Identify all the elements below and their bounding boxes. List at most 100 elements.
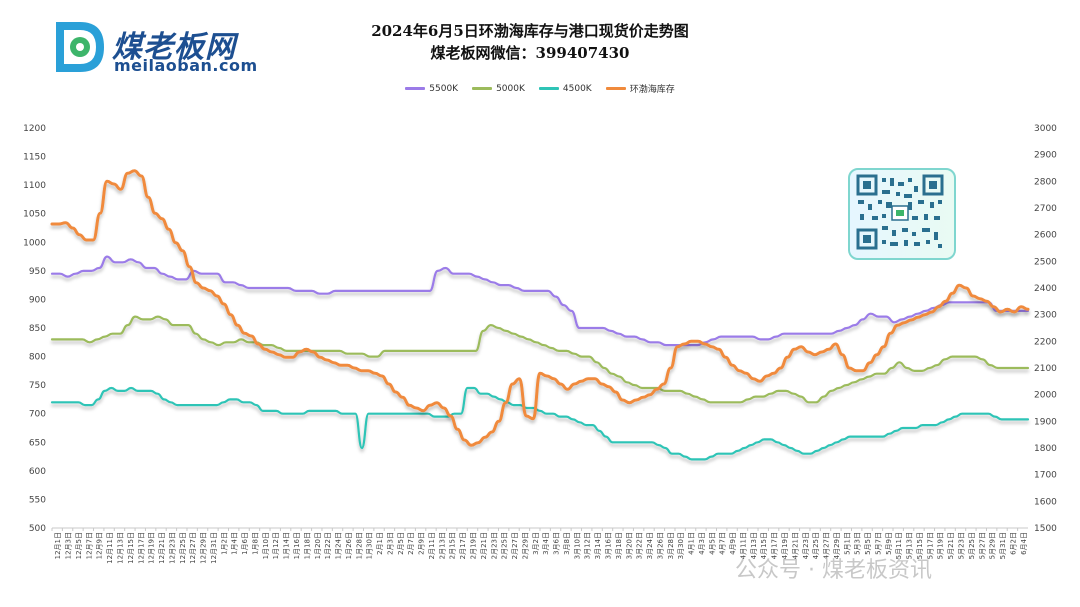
x-axis-tick-label: 5月11日 (895, 532, 903, 559)
x-axis-tick-label: 4月13日 (750, 532, 758, 559)
x-axis-tick-label: 1月16日 (293, 532, 301, 559)
x-axis-tick-label: 4月19日 (781, 532, 789, 559)
x-axis-tick-label: 2月23日 (490, 532, 498, 559)
legend-swatch (538, 87, 559, 90)
x-axis-tick-label: 5月17日 (926, 532, 934, 559)
x-axis-tick-label: 12月25日 (179, 532, 187, 564)
x-axis-tick-label: 2月11日 (428, 532, 436, 559)
legend-item: 环渤海库存 (605, 82, 675, 95)
right-axis-tick-label: 2100 (1034, 364, 1057, 374)
series-line-inventory (50, 169, 1030, 447)
x-axis-tick-label: 12月31日 (210, 532, 218, 564)
right-axis-tick-label: 2000 (1034, 391, 1057, 401)
x-axis-tick-label: 4月17日 (771, 532, 779, 559)
x-axis-tick-label: 12月29日 (200, 532, 208, 564)
x-axis-tick-label: 3月28日 (667, 532, 675, 559)
legend-item: 5000K (472, 82, 525, 95)
x-axis-tick-label: 1月30日 (366, 532, 374, 559)
right-axis-tick-label: 1500 (1034, 524, 1057, 534)
x-axis-tick-label: 2月1日 (376, 532, 384, 555)
x-axis-tick-label: 3月20日 (625, 532, 633, 559)
x-axis-tick-label: 4月27日 (823, 532, 831, 559)
right-axis-tick-label: 2300 (1034, 311, 1057, 321)
left-axis-tick-label: 1000 (23, 238, 46, 248)
x-axis-tick-label: 4月21日 (791, 532, 799, 559)
x-axis-tick-label: 6月4日 (1020, 532, 1028, 555)
x-axis-tick-label: 1月22日 (324, 532, 332, 559)
axes: 500 550 600 650 700 750 800 850 900 950 1000 1050 11… (23, 124, 1057, 534)
x-axis-tick-label: 5月19日 (937, 532, 945, 559)
x-axis-tick-label: 12月9日 (96, 532, 104, 559)
left-axis-tick-label: 1150 (23, 153, 46, 163)
qr-code-icon (856, 174, 944, 250)
right-axis-tick-label: 2200 (1034, 337, 1057, 347)
legend-swatch (605, 87, 626, 90)
x-axis-tick-label: 2月29日 (521, 532, 529, 559)
x-axis-tick-label: 5月7日 (874, 532, 882, 555)
right-axis-tick-label: 1900 (1034, 417, 1057, 427)
series-line-5500K (50, 255, 1030, 347)
left-axis-tick-label: 1100 (23, 181, 46, 191)
watermark: 公众号 · 煤老板资讯 (735, 558, 932, 583)
left-axis-tick-label: 850 (29, 324, 46, 334)
right-axis-tick-label: 2400 (1034, 284, 1057, 294)
left-axis-tick-label: 900 (29, 295, 46, 305)
x-axis-tick-label: 3月4日 (542, 532, 550, 555)
x-axis-tick-label: 12月11日 (106, 532, 114, 564)
series-line-4500K (50, 386, 1030, 461)
right-axis-tick-label: 2900 (1034, 151, 1057, 161)
x-axis-tick-label: 12月15日 (127, 532, 135, 564)
x-axis-tick-label: 4月1日 (688, 532, 696, 555)
x-axis-tick-label: 5月27日 (978, 532, 986, 559)
x-axis-tick-label: 1月12日 (272, 532, 280, 559)
x-axis-tick-label: 5月15日 (916, 532, 924, 559)
chart-title: 2024年6月5日环渤海库存与港口现货价走势图 (371, 22, 689, 40)
x-axis-tick-label: 12月1日 (54, 532, 62, 559)
x-axis-tick-label: 3月18日 (615, 532, 623, 559)
x-axis-tick-label: 2月27日 (511, 532, 519, 559)
right-axis-tick-label: 2600 (1034, 231, 1057, 241)
left-axis-tick-label: 550 (29, 495, 46, 505)
x-axis-tick-label: 4月23日 (802, 532, 810, 559)
x-axis-tick-label: 12月17日 (137, 532, 145, 564)
x-axis-tick-label: 3月26日 (656, 532, 664, 559)
x-axis-tick-label: 2月7日 (407, 532, 415, 555)
logo-domain: meilaoban.com (114, 56, 258, 75)
x-axis-tick-label: 3月2日 (532, 532, 540, 555)
x-axis-tick-label: 1月18日 (303, 532, 311, 559)
x-axis-tick-label: 1月14日 (283, 532, 291, 559)
legend-item: 5500K (405, 82, 458, 95)
x-axis-tick-label: 3月12日 (584, 532, 592, 559)
x-axis-labels: 12月1日 12月3日 12月5日 12月7日 12月9日 12月11日 12月13日 12月… (51, 528, 1028, 564)
chart-title-block: 2024年6月5日环渤海库存与港口现货价走势图 煤老板网微信：399407430 (260, 20, 800, 64)
left-axis-tick-label: 800 (29, 353, 46, 363)
right-axis-tick-label: 2700 (1034, 204, 1057, 214)
x-axis-tick-label: 2月17日 (459, 532, 467, 559)
x-axis-tick-label: 5月31日 (999, 532, 1007, 559)
x-axis-tick-label: 5月21日 (947, 532, 955, 559)
series-layer (50, 169, 1030, 461)
logo: 煤老板网 meilaoban.com (50, 18, 300, 78)
x-axis-tick-label: 12月23日 (168, 532, 176, 564)
legend-swatch (472, 87, 493, 90)
x-axis-tick-label: 4月25日 (812, 532, 820, 559)
x-axis-tick-label: 2月21日 (480, 532, 488, 559)
right-axis-tick-label: 1700 (1034, 471, 1057, 481)
x-axis-tick-label: 2月15日 (449, 532, 457, 559)
left-axis-tick-label: 500 (29, 524, 46, 534)
logo-brand: 煤老板网 (112, 30, 236, 65)
logo-emblem-icon (56, 22, 104, 72)
x-axis-tick-label: 4月5日 (708, 532, 716, 555)
x-axis-tick-label: 4月7日 (719, 532, 727, 555)
chart-subtitle: 煤老板网微信：399407430 (430, 44, 630, 62)
left-axis-tick-label: 750 (29, 381, 46, 391)
right-axis-tick-label: 3000 (1034, 124, 1057, 134)
x-axis-tick-label: 4月15日 (760, 532, 768, 559)
x-axis-tick-label: 5月23日 (958, 532, 966, 559)
x-axis-tick-label: 2月3日 (386, 532, 394, 555)
right-axis-tick-label: 2800 (1034, 177, 1057, 187)
x-axis-tick-label: 2月19日 (470, 532, 478, 559)
x-axis-tick-label: 5月1日 (843, 532, 851, 555)
x-axis-tick-label: 1月28日 (355, 532, 363, 559)
